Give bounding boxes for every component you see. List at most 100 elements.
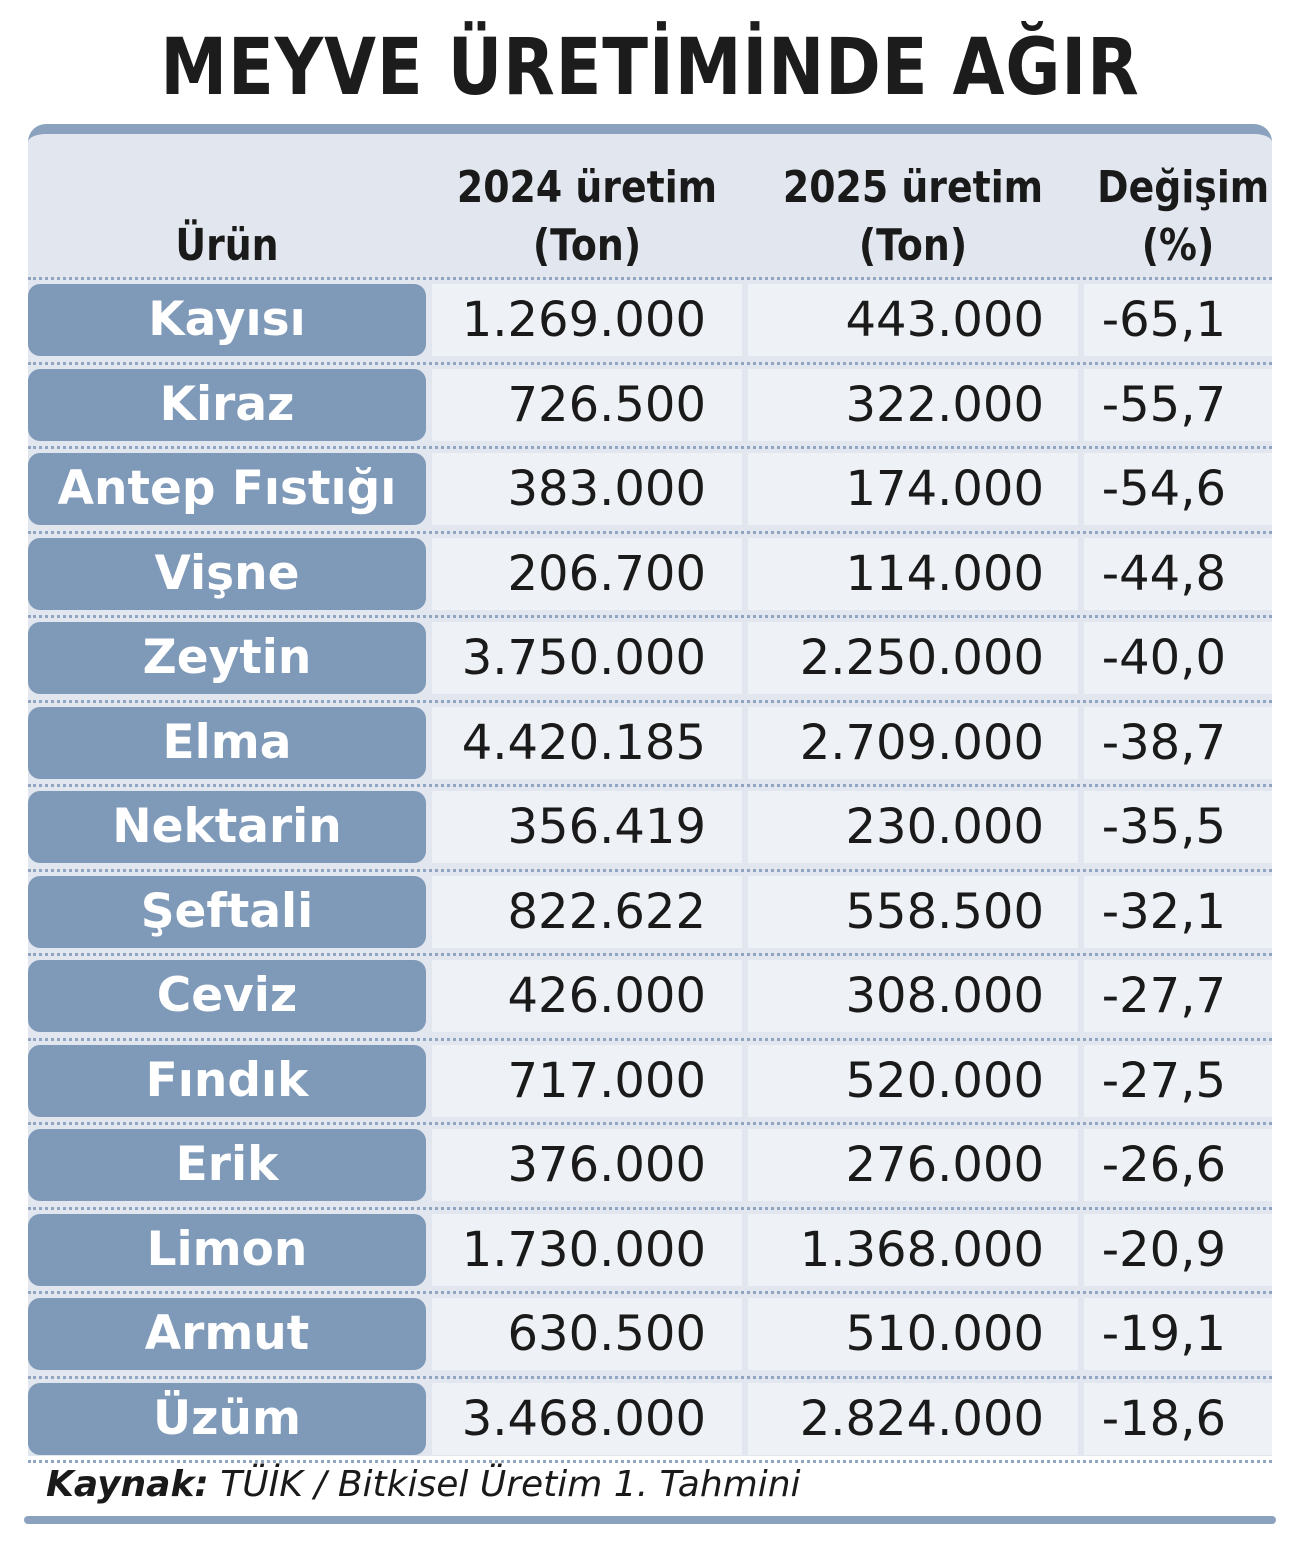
table-row: Şeftali 822.622 558.500 -32,1 [28, 876, 1272, 948]
production-2024-cell: 822.622 [432, 876, 742, 948]
production-2024-cell: 206.700 [432, 538, 742, 610]
page-title: MEYVE ÜRETİMİNDE AĞIR KAYIP VAR [160, 23, 1140, 213]
table-row: Antep Fıstığı 383.000 174.000 -54,6 [28, 453, 1272, 525]
row-separator [28, 700, 1272, 703]
table-row: Zeytin 3.750.000 2.250.000 -40,0 [28, 622, 1272, 694]
product-cell: Kayısı [28, 284, 426, 356]
change-percent-cell: -19,1 [1084, 1298, 1272, 1370]
row-separator [28, 1038, 1272, 1041]
table-row: Erik 376.000 276.000 -26,6 [28, 1129, 1272, 1201]
bottom-rule [24, 1516, 1276, 1524]
product-cell: Kiraz [28, 369, 426, 441]
column-header-2025-line2: (Ton) [858, 220, 968, 271]
change-percent-cell: -55,7 [1084, 369, 1272, 441]
product-cell: Elma [28, 707, 426, 779]
column-header-2025-line1: 2025 üretim [782, 162, 1044, 213]
row-separator [28, 446, 1272, 449]
production-2024-cell: 356.419 [432, 791, 742, 863]
row-separator [28, 1207, 1272, 1210]
row-separator [28, 953, 1272, 956]
table-row: Armut 630.500 510.000 -19,1 [28, 1298, 1272, 1370]
product-cell: Vişne [28, 538, 426, 610]
production-2025-cell: 322.000 [748, 369, 1078, 441]
change-percent-cell: -54,6 [1084, 453, 1272, 525]
product-cell: Limon [28, 1214, 426, 1286]
production-2025-cell: 1.368.000 [748, 1214, 1078, 1286]
production-2025-cell: 114.000 [748, 538, 1078, 610]
table-row: Üzüm 3.468.000 2.824.000 -18,6 [28, 1383, 1272, 1455]
product-cell: Antep Fıstığı [28, 453, 426, 525]
production-2025-cell: 2.709.000 [748, 707, 1078, 779]
change-percent-cell: -26,6 [1084, 1129, 1272, 1201]
table-row: Nektarin 356.419 230.000 -35,5 [28, 791, 1272, 863]
source-label: Kaynak: [46, 1464, 209, 1505]
production-2025-cell: 2.250.000 [748, 622, 1078, 694]
change-percent-cell: -38,7 [1084, 707, 1272, 779]
column-header-2024: 2024 üretim (Ton) [432, 134, 742, 284]
production-2025-cell: 174.000 [748, 453, 1078, 525]
row-separator [28, 1291, 1272, 1294]
change-percent-cell: -40,0 [1084, 622, 1272, 694]
product-cell: Üzüm [28, 1383, 426, 1455]
production-2025-cell: 308.000 [748, 960, 1078, 1032]
change-percent-cell: -35,5 [1084, 791, 1272, 863]
column-header-2025: 2025 üretim (Ton) [748, 134, 1078, 284]
production-2025-cell: 443.000 [748, 284, 1078, 356]
product-cell: Fındık [28, 1045, 426, 1117]
column-header-product-label: Ürün [175, 220, 279, 271]
row-separator [28, 784, 1272, 787]
column-header-change-line1: Değişim [1097, 162, 1270, 213]
source-text: TÜİK / Bitkisel Üretim 1. Tahmini [220, 1464, 801, 1505]
change-percent-cell: -18,6 [1084, 1383, 1272, 1455]
product-cell: Ceviz [28, 960, 426, 1032]
column-header-2024-line2: (Ton) [532, 220, 642, 271]
production-2024-cell: 3.468.000 [432, 1383, 742, 1455]
change-percent-cell: -27,7 [1084, 960, 1272, 1032]
production-2024-cell: 1.730.000 [432, 1214, 742, 1286]
row-separator [28, 277, 1272, 280]
production-2024-cell: 1.269.000 [432, 284, 742, 356]
production-2025-cell: 230.000 [748, 791, 1078, 863]
production-2024-cell: 383.000 [432, 453, 742, 525]
production-2024-cell: 717.000 [432, 1045, 742, 1117]
table-row: Elma 4.420.185 2.709.000 -38,7 [28, 707, 1272, 779]
production-2024-cell: 4.420.185 [432, 707, 742, 779]
table-row: Fındık 717.000 520.000 -27,5 [28, 1045, 1272, 1117]
column-header-2024-line1: 2024 üretim [456, 162, 718, 213]
product-cell: Erik [28, 1129, 426, 1201]
table-row: Vişne 206.700 114.000 -44,8 [28, 538, 1272, 610]
column-header-change: Değişim (%) [1084, 134, 1272, 284]
row-separator [28, 615, 1272, 618]
row-separator [28, 1122, 1272, 1125]
change-percent-cell: -65,1 [1084, 284, 1272, 356]
table-row: Limon 1.730.000 1.368.000 -20,9 [28, 1214, 1272, 1286]
column-header-product: Ürün [28, 134, 426, 284]
product-cell: Şeftali [28, 876, 426, 948]
production-2024-cell: 3.750.000 [432, 622, 742, 694]
change-percent-cell: -27,5 [1084, 1045, 1272, 1117]
change-percent-cell: -32,1 [1084, 876, 1272, 948]
table-row: Kayısı 1.269.000 443.000 -65,1 [28, 284, 1272, 356]
product-cell: Zeytin [28, 622, 426, 694]
production-2025-cell: 276.000 [748, 1129, 1078, 1201]
row-separator [28, 531, 1272, 534]
production-2024-cell: 726.500 [432, 369, 742, 441]
product-cell: Nektarin [28, 791, 426, 863]
table-row: Ceviz 426.000 308.000 -27,7 [28, 960, 1272, 1032]
row-separator [28, 869, 1272, 872]
row-separator [28, 1460, 1272, 1463]
column-header-change-line2: (%) [1141, 220, 1215, 271]
production-2024-cell: 630.500 [432, 1298, 742, 1370]
production-2025-cell: 558.500 [748, 876, 1078, 948]
change-percent-cell: -44,8 [1084, 538, 1272, 610]
row-separator [28, 362, 1272, 365]
table-row: Kiraz 726.500 322.000 -55,7 [28, 369, 1272, 441]
data-table: Ürün 2024 üretim (Ton) 2025 üretim (Ton)… [28, 124, 1272, 1463]
production-2025-cell: 510.000 [748, 1298, 1078, 1370]
source-note: Kaynak: TÜİK / Bitkisel Üretim 1. Tahmin… [46, 1460, 801, 1510]
production-2024-cell: 426.000 [432, 960, 742, 1032]
row-separator [28, 1376, 1272, 1379]
production-2024-cell: 376.000 [432, 1129, 742, 1201]
production-2025-cell: 520.000 [748, 1045, 1078, 1117]
product-cell: Armut [28, 1298, 426, 1370]
